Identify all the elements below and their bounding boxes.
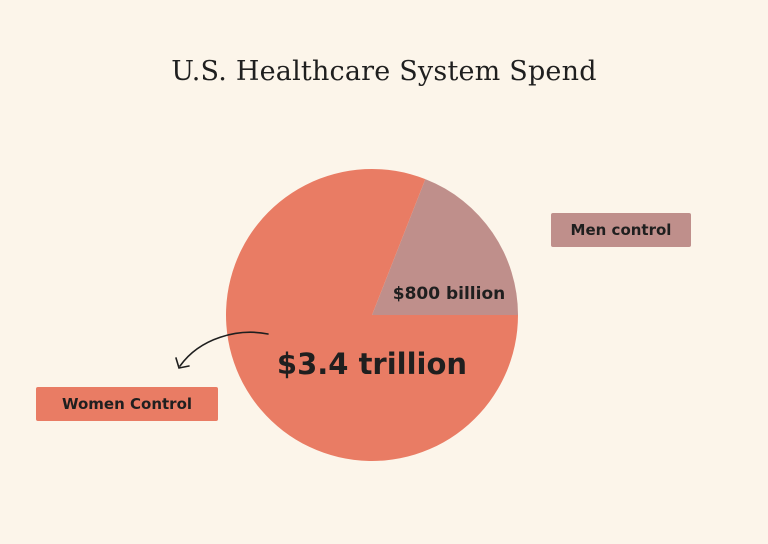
men-slice-value-label: $800 billion	[393, 284, 506, 304]
chart-title: U.S. Healthcare System Spend	[171, 56, 597, 87]
pie-slices	[225, 169, 519, 462]
legend-men-control: Men control	[551, 213, 691, 247]
pie-slice-women	[225, 169, 519, 462]
pie-slice-men	[372, 179, 518, 315]
women-slice-value-label: $3.4 trillion	[277, 347, 467, 381]
legend-women-control: Women Control	[36, 387, 218, 421]
legend-women-label: Women Control	[61, 395, 193, 413]
legend-men-label: Men control	[570, 221, 672, 239]
curved-arrow-icon	[175, 331, 269, 369]
